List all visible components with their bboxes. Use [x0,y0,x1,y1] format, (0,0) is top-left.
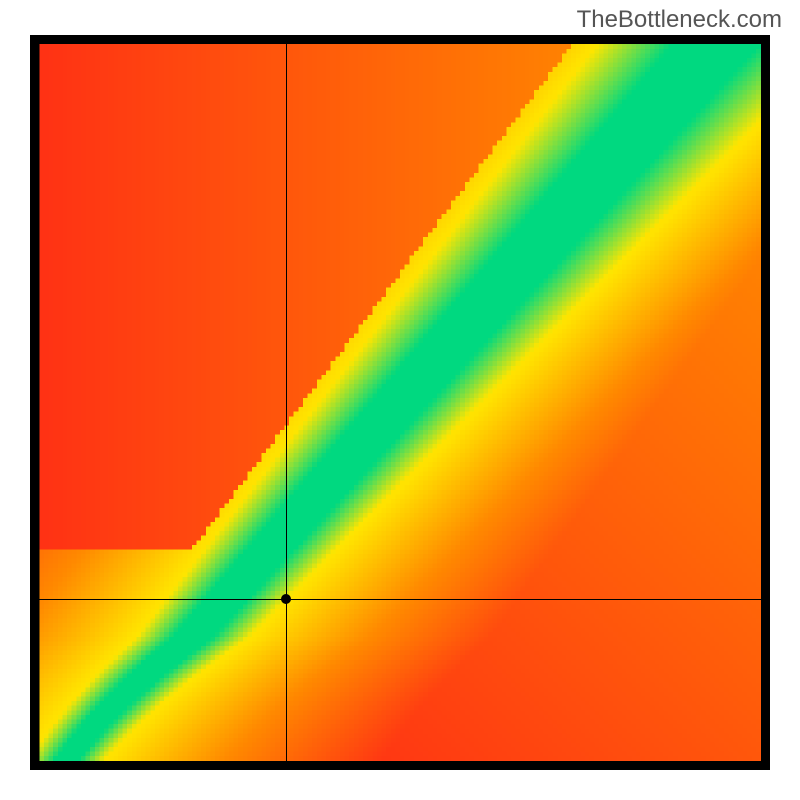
heatmap-plot-area [30,35,770,770]
heatmap-canvas [30,35,770,770]
crosshair-vertical [286,35,287,770]
watermark-text: TheBottleneck.com [577,6,782,34]
crosshair-marker [281,594,291,604]
crosshair-horizontal [30,599,770,600]
root: TheBottleneck.com [0,0,800,800]
